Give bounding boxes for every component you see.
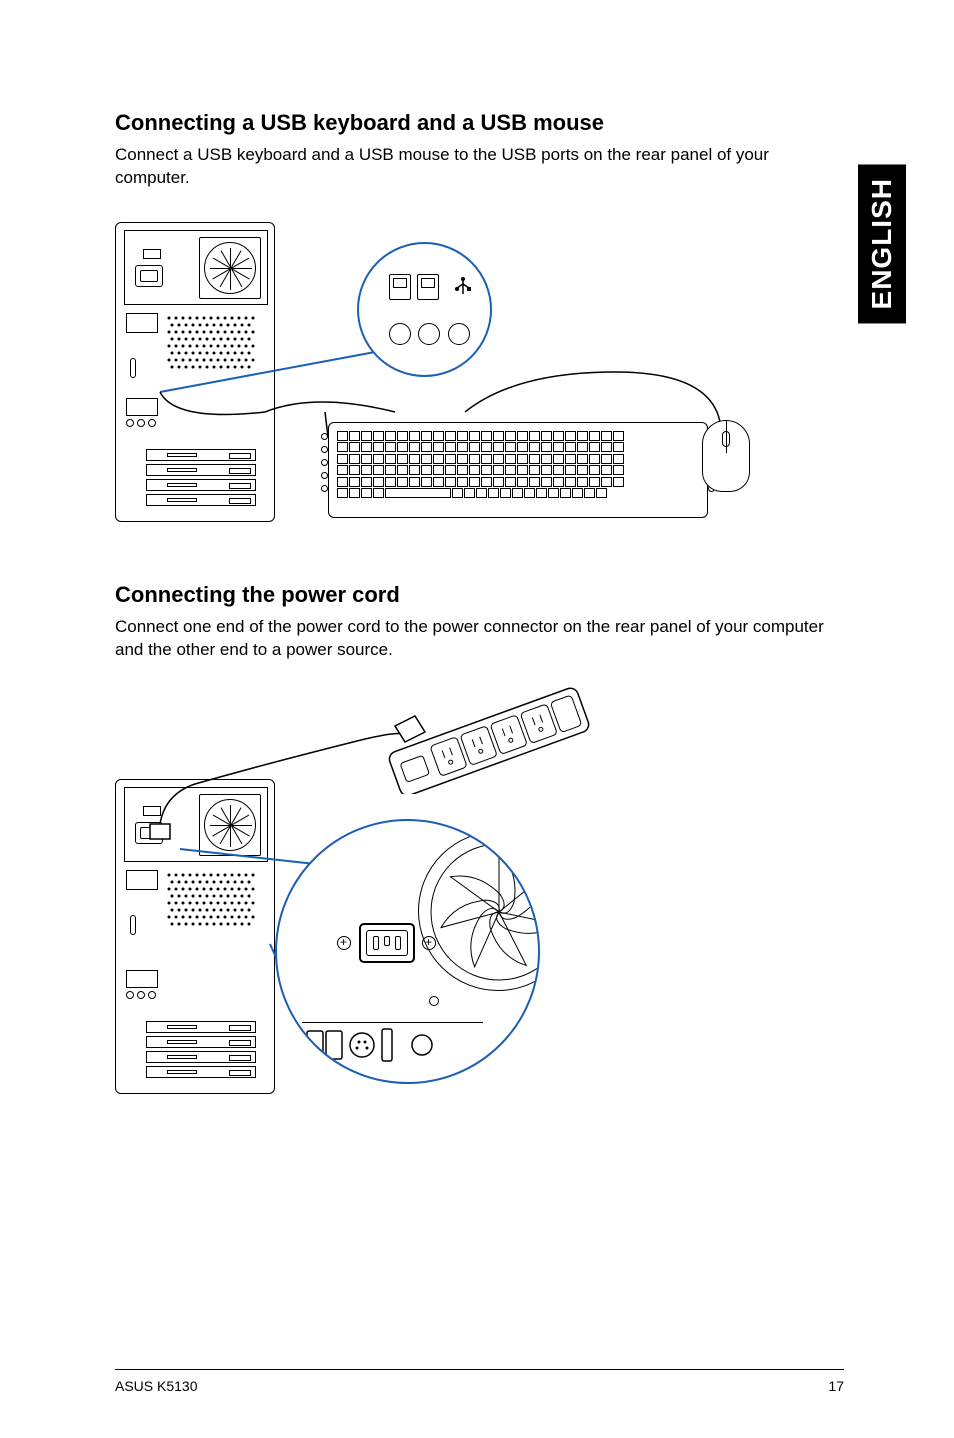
usb-symbol-icon: [452, 274, 474, 300]
psu-panel: [124, 787, 268, 862]
power-connector-icon: [135, 265, 163, 287]
keyboard-keys: [337, 431, 699, 499]
usb-port-icon: [417, 274, 439, 300]
section1-body: Connect a USB keyboard and a USB mouse t…: [115, 144, 844, 190]
io-cluster-top: [126, 870, 158, 890]
keyboard-icon: [328, 422, 708, 518]
mouse-icon: [702, 420, 750, 492]
zoom-bottom-panel: [302, 1022, 483, 1062]
ps2-port-icon: [448, 323, 470, 345]
language-tab: ENGLISH: [858, 164, 906, 323]
io-cluster-top: [126, 313, 158, 333]
io-port-side: [130, 358, 136, 378]
section-usb-keyboard-mouse: Connecting a USB keyboard and a USB mous…: [115, 110, 844, 542]
audio-jacks-icon: [126, 991, 156, 999]
section-power-cord: Connecting the power cord Connect one en…: [115, 582, 844, 1094]
tower-body: [115, 222, 275, 522]
power-connector-icon: [135, 822, 163, 844]
zoom-power-connector-icon: [359, 923, 415, 963]
expansion-slots: [146, 1021, 256, 1081]
io-port-side: [130, 915, 136, 935]
tower-body: [115, 779, 275, 1094]
mouse-wheel-icon: [722, 431, 730, 447]
section2-body: Connect one end of the power cord to the…: [115, 616, 844, 662]
page-footer: ASUS K5130 17: [115, 1369, 844, 1394]
computer-tower-rear-icon: [115, 222, 285, 522]
psu-panel: [124, 230, 268, 305]
power-switch-icon: [143, 249, 161, 259]
diagram-power-connection: [115, 684, 605, 1094]
footer-product: ASUS K5130: [115, 1378, 198, 1394]
psu-fan-icon: [199, 794, 261, 856]
zoom-power-content: [277, 821, 538, 1082]
zoom-circle-usb: [357, 242, 492, 377]
zoom-usb-ports: [389, 274, 474, 350]
ventilation-grid: [164, 870, 264, 940]
screw-icon: [422, 936, 436, 950]
keyboard-rings-left: [321, 433, 328, 498]
screw-icon: [337, 936, 351, 950]
power-strip-icon: [373, 684, 603, 794]
psu-fan-icon: [199, 237, 261, 299]
section2-heading: Connecting the power cord: [115, 582, 844, 608]
diagram-usb-connection: [115, 212, 735, 542]
zoom-circle-power: [275, 819, 540, 1084]
io-cluster-bottom: [126, 970, 158, 988]
footer-page-number: 17: [828, 1378, 844, 1394]
vent-dots: [168, 316, 255, 368]
io-cluster-bottom: [126, 398, 158, 416]
zoom-fan-icon: [418, 831, 538, 991]
document-page: ENGLISH Connecting a USB keyboard and a …: [0, 0, 954, 1438]
power-switch-icon: [143, 806, 161, 816]
ps2-port-icon: [389, 323, 411, 345]
expansion-slots: [146, 449, 256, 509]
ps2-port-icon: [418, 323, 440, 345]
section1-heading: Connecting a USB keyboard and a USB mous…: [115, 110, 844, 136]
computer-tower-rear-icon: [115, 779, 285, 1094]
screw-hole-icon: [429, 996, 439, 1006]
ventilation-grid: [164, 313, 264, 383]
usb-port-icon: [389, 274, 411, 300]
audio-jacks-icon: [126, 419, 156, 427]
